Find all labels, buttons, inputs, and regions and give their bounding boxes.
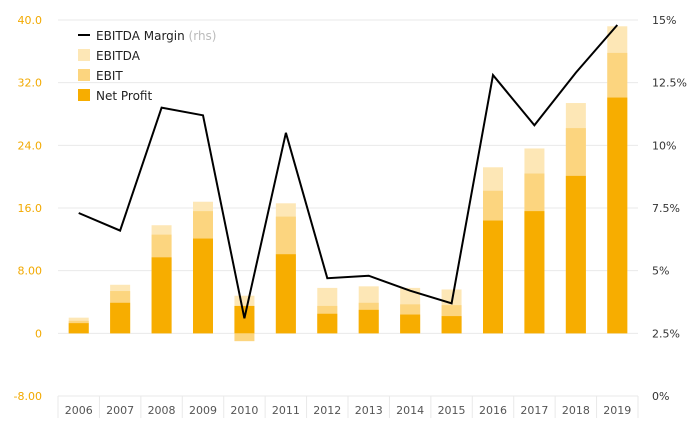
net-profit-bar	[193, 238, 213, 334]
ebitda-margin-line	[78, 24, 619, 319]
legend-label-ebit: EBIT	[96, 69, 123, 83]
x-tick-label: 2016	[479, 404, 507, 417]
y-left-tick-label: 24.0	[18, 139, 43, 152]
y-left-tick-label: 0	[35, 327, 42, 340]
x-tick-label: 2012	[313, 404, 341, 417]
net-profit-bar	[524, 211, 545, 334]
y-right-tick-label: 7.5%	[652, 202, 680, 215]
margin-line-group	[78, 24, 619, 319]
y-right-tick-label: 0%	[652, 390, 669, 403]
x-tick-label: 2017	[520, 404, 548, 417]
y-left-tick-label: 40.0	[18, 14, 43, 27]
y-right-tick-label: 12.5%	[652, 77, 687, 90]
net-profit-bar	[68, 323, 89, 334]
y-right-tick-label: 15%	[652, 14, 676, 27]
net-profit-bar	[275, 254, 296, 334]
bars	[68, 26, 628, 342]
net-profit-bar	[400, 314, 421, 334]
net-profit-bar	[565, 175, 586, 334]
legend-label-net-profit: Net Profit	[96, 89, 152, 103]
net-profit-bar	[151, 257, 172, 334]
net-profit-bar	[607, 97, 628, 334]
legend-square-swatch	[78, 89, 90, 101]
x-tick-label: 2019	[603, 404, 631, 417]
x-tick-label: 2013	[355, 404, 383, 417]
y-left-tick-label: 8.00	[18, 265, 43, 278]
net-profit-bar	[441, 316, 462, 334]
legend-label-ebitda: EBITDA	[96, 49, 141, 63]
net-profit-bar	[317, 313, 338, 334]
net-profit-bar	[358, 309, 379, 334]
ebit-bar	[234, 333, 255, 342]
gridlines	[57, 19, 639, 418]
x-tick-label: 2007	[106, 404, 134, 417]
y-left-tick-label: 32.0	[18, 77, 43, 90]
legend-label-ebitda-margin: EBITDA Margin (rhs)	[96, 29, 217, 43]
legend-square-swatch	[78, 69, 90, 81]
x-tick-label: 2008	[148, 404, 176, 417]
y-right-tick-label: 5%	[652, 265, 669, 278]
x-tick-label: 2015	[438, 404, 466, 417]
legend: EBITDA Margin (rhs) EBITDA EBIT Net Profit	[78, 29, 217, 103]
x-tick-label: 2010	[230, 404, 258, 417]
legend-square-swatch	[78, 49, 90, 61]
x-tick-label: 2009	[189, 404, 217, 417]
net-profit-bar	[234, 305, 255, 334]
y-right-tick-label: 2.5%	[652, 327, 680, 340]
y-right-tick-label: 10%	[652, 139, 676, 152]
x-tick-label: 2011	[272, 404, 300, 417]
y-left-tick-label: 16.0	[18, 202, 43, 215]
axes: -8.00 0 8.00 16.0 24.0 32.0 40.0 0% 2.5% 5% 7.5% 10…	[14, 14, 687, 417]
y-left-tick-label: -8.00	[14, 390, 42, 403]
x-tick-label: 2018	[562, 404, 590, 417]
legend-rhs-suffix: (rhs)	[185, 29, 217, 43]
net-profit-bar	[110, 302, 131, 334]
x-tick-label: 2006	[65, 404, 93, 417]
net-profit-bar	[483, 220, 503, 334]
x-tick-label: 2014	[396, 404, 424, 417]
